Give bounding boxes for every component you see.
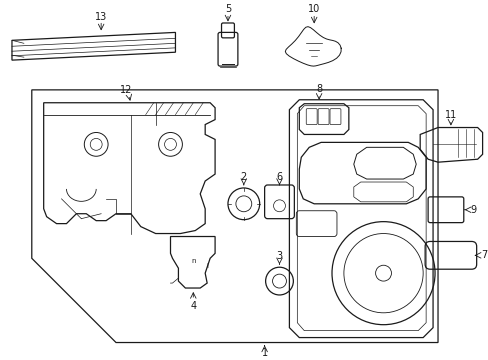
Text: 5: 5 [224,4,231,14]
Text: 10: 10 [307,4,320,14]
Text: 12: 12 [120,85,132,95]
Text: 6: 6 [276,172,282,182]
Text: 4: 4 [190,301,196,311]
Text: 13: 13 [95,12,107,22]
Text: 11: 11 [444,110,456,120]
Text: 3: 3 [276,251,282,261]
Text: 1: 1 [261,348,267,359]
Text: n: n [191,258,195,264]
Text: 8: 8 [315,84,322,94]
Text: 7: 7 [481,250,487,260]
Text: 2: 2 [240,172,246,182]
Text: 9: 9 [469,205,476,215]
Text: i: i [206,263,208,269]
